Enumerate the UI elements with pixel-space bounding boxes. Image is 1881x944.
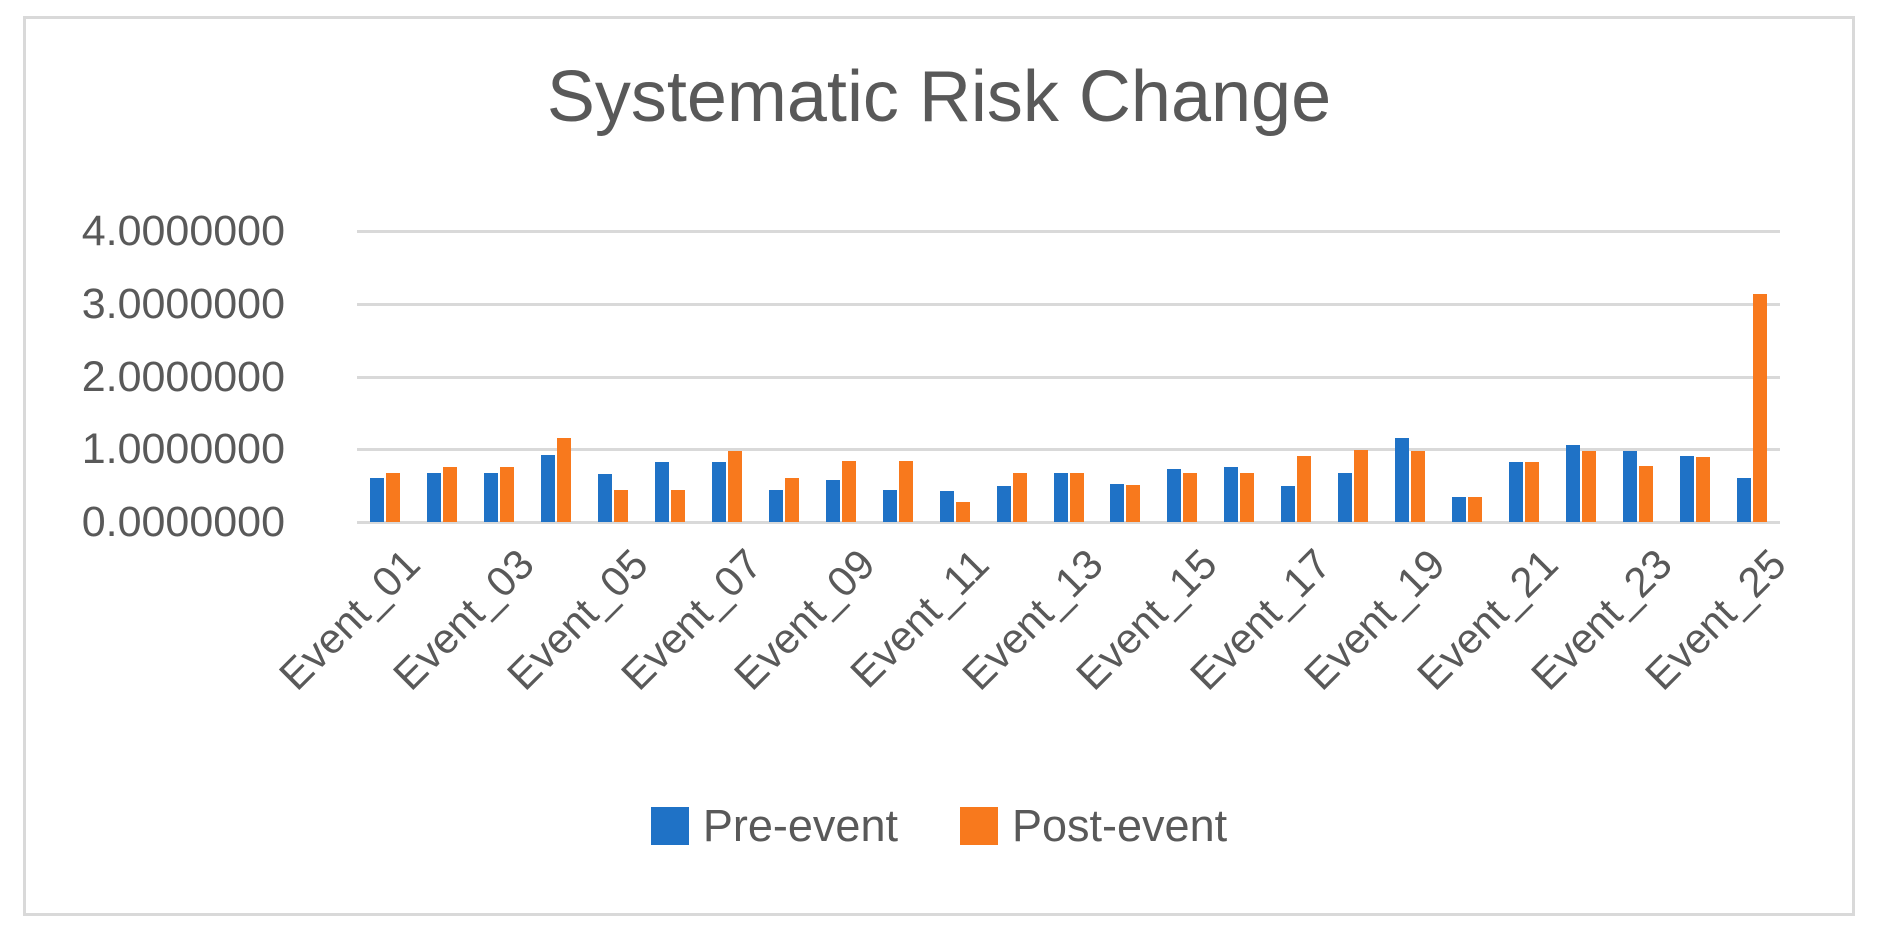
bar-pre-event bbox=[1566, 445, 1580, 522]
y-tick-label: 4.0000000 bbox=[81, 207, 285, 255]
bar-post-event bbox=[1354, 450, 1368, 522]
bar-post-event bbox=[443, 467, 457, 522]
bar-pre-event bbox=[1680, 456, 1694, 522]
bar-pre-event bbox=[1167, 469, 1181, 522]
bar-pre-event bbox=[1338, 473, 1352, 522]
legend: Pre-event Post-event bbox=[23, 800, 1855, 852]
bar-pre-event bbox=[484, 473, 498, 522]
bar-pre-event bbox=[769, 490, 783, 522]
gridline bbox=[357, 448, 1780, 452]
gridline bbox=[357, 375, 1780, 379]
bar-post-event bbox=[1126, 485, 1140, 522]
bar-post-event bbox=[500, 467, 514, 522]
bar-post-event bbox=[785, 478, 799, 522]
bar-pre-event bbox=[1737, 478, 1751, 522]
chart-frame bbox=[23, 16, 1855, 916]
gridline bbox=[357, 521, 1780, 524]
y-tick-label: 3.0000000 bbox=[81, 279, 285, 328]
bar-pre-event bbox=[940, 491, 954, 522]
bar-post-event bbox=[728, 451, 742, 522]
bar-pre-event bbox=[826, 480, 840, 522]
bar-post-event bbox=[1753, 294, 1767, 522]
bar-post-event bbox=[1013, 473, 1027, 522]
bar-pre-event bbox=[541, 455, 555, 522]
bar-pre-event bbox=[1452, 497, 1466, 522]
bar-post-event bbox=[557, 438, 571, 522]
bar-post-event bbox=[1696, 457, 1710, 522]
bar-post-event bbox=[671, 490, 685, 522]
bar-post-event bbox=[842, 461, 856, 522]
legend-label-pre-event: Pre-event bbox=[702, 800, 898, 851]
bar-post-event bbox=[1240, 473, 1254, 522]
bar-post-event bbox=[614, 490, 628, 522]
legend-item-pre-event: Pre-event bbox=[650, 800, 898, 852]
bar-post-event bbox=[1411, 451, 1425, 522]
bar-pre-event bbox=[997, 486, 1011, 522]
bar-post-event bbox=[1183, 473, 1197, 522]
bar-post-event bbox=[1297, 456, 1311, 522]
bar-post-event bbox=[386, 473, 400, 522]
chart-title: Systematic Risk Change bbox=[546, 57, 1332, 137]
bar-post-event bbox=[1582, 451, 1596, 522]
bar-post-event bbox=[1468, 497, 1482, 522]
y-tick-label: 2.0000000 bbox=[81, 352, 285, 401]
bar-post-event bbox=[956, 502, 970, 522]
bar-pre-event bbox=[1110, 484, 1124, 522]
bar-pre-event bbox=[883, 490, 897, 522]
bar-pre-event bbox=[370, 478, 384, 522]
y-tick-label: 1.0000000 bbox=[81, 425, 285, 474]
legend-label-post-event: Post-event bbox=[1011, 800, 1228, 851]
bar-pre-event bbox=[1395, 438, 1409, 522]
bar-post-event bbox=[899, 461, 913, 522]
bar-pre-event bbox=[427, 473, 441, 522]
bar-post-event bbox=[1525, 462, 1539, 522]
bar-pre-event bbox=[598, 474, 612, 522]
bar-pre-event bbox=[1509, 462, 1523, 522]
bar-pre-event bbox=[655, 462, 669, 522]
legend-swatch-post-event-icon bbox=[959, 807, 998, 845]
bar-pre-event bbox=[1623, 451, 1637, 522]
bar-post-event bbox=[1070, 473, 1084, 522]
legend-item-post-event: Post-event bbox=[959, 800, 1228, 852]
bar-pre-event bbox=[1224, 467, 1238, 522]
legend-swatch-pre-event-icon bbox=[650, 807, 689, 845]
bar-pre-event bbox=[1281, 486, 1295, 522]
gridline bbox=[357, 302, 1780, 306]
y-tick-label: 0.0000000 bbox=[81, 498, 285, 546]
gridline bbox=[357, 230, 1780, 233]
bar-post-event bbox=[1639, 466, 1653, 522]
bar-pre-event bbox=[1054, 473, 1068, 522]
bar-pre-event bbox=[712, 462, 726, 522]
